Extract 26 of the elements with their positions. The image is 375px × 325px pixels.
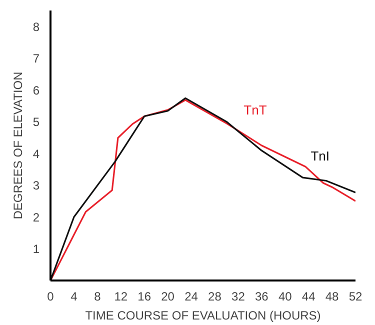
x-tick-label: 32: [232, 290, 246, 304]
x-tick-label: 4: [70, 290, 78, 304]
y-tick-label: 1: [32, 242, 40, 256]
y-tick-label: 5: [32, 115, 40, 130]
x-tick-label: 16: [138, 290, 152, 304]
x-tick-label: 24: [184, 290, 198, 304]
x-axis-title: TIME COURSE OF EVALUATION (HOURS): [85, 308, 321, 322]
y-tick-label: 4: [32, 146, 40, 161]
series-label: TnT: [244, 102, 267, 118]
x-tick-label: 28: [208, 290, 222, 304]
series-label: TnI: [310, 148, 330, 164]
x-tick-label: 8: [94, 290, 102, 304]
x-tick-label: 52: [348, 290, 362, 304]
x-tick-label: 12: [114, 290, 128, 304]
x-tick-label: 36: [254, 290, 269, 304]
x-tick-label: 20: [161, 290, 175, 304]
y-tick-label: 8: [32, 20, 40, 34]
y-axis-title: DEGREES OF ELEVATION: [10, 72, 25, 220]
y-tick-label: 3: [32, 178, 40, 193]
y-tick-label: 6: [32, 83, 40, 98]
x-tick-label: 40: [278, 290, 292, 304]
y-tick-label: 7: [32, 52, 40, 66]
x-tick-label: 48: [325, 290, 340, 304]
x-tick-label: 44: [302, 290, 316, 304]
x-tick-label: 0: [47, 290, 54, 304]
y-tick-label: 2: [32, 210, 40, 224]
